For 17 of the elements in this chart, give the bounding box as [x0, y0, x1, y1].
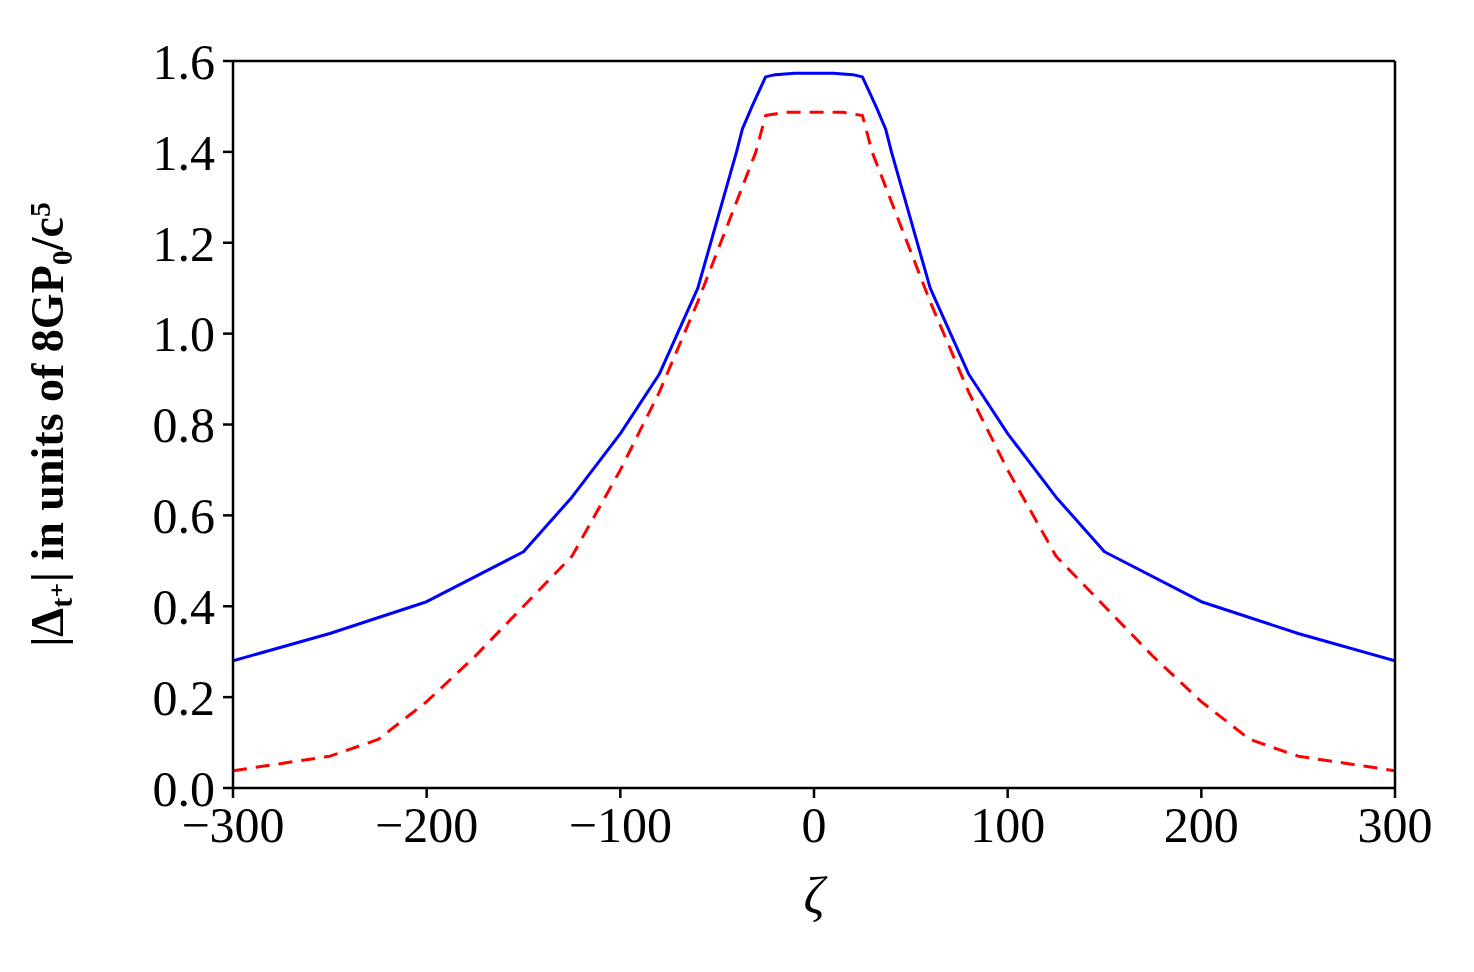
x-tick-label: 300: [1357, 796, 1433, 853]
y-tick-label: 0.2: [152, 669, 215, 726]
x-tick-label: 0: [801, 796, 827, 853]
line-series: [233, 71, 1395, 663]
y-tick-label: 0.6: [152, 488, 215, 545]
y-tick-label: 0.4: [152, 579, 215, 635]
y-tick-label: 1.2: [152, 215, 215, 272]
x-tick-label: −100: [568, 796, 672, 853]
y-tick-label: 0.8: [152, 397, 215, 454]
x-tick-label: 100: [970, 796, 1046, 853]
y-tick-label: 1.6: [152, 33, 215, 90]
x-tick-label: 200: [1163, 796, 1239, 853]
y-tick-label: 1.0: [152, 306, 215, 363]
x-axis-title: ζ: [803, 867, 828, 924]
x-tick-label: −200: [375, 796, 479, 853]
y-tick-label: 1.4: [152, 124, 215, 181]
line-series: [233, 110, 1395, 773]
